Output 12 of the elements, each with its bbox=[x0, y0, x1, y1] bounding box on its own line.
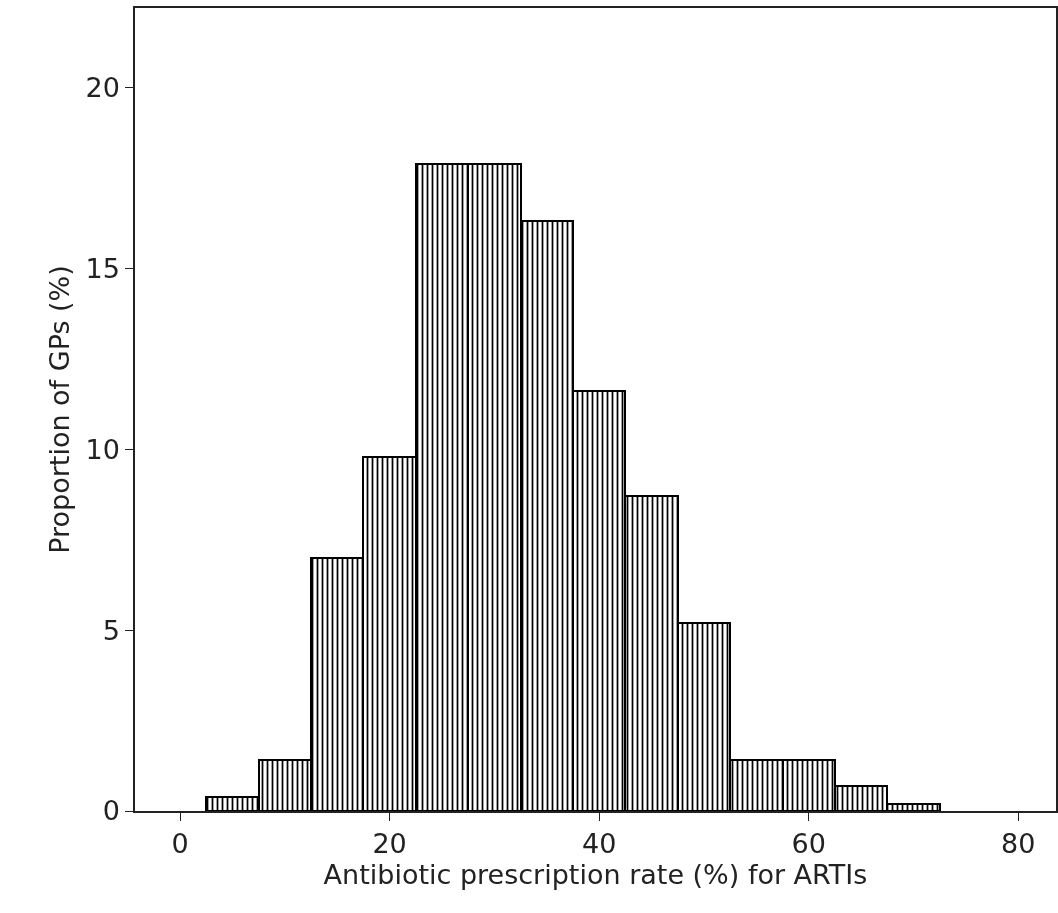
x-axis-title: Antibiotic prescription rate (%) for ARTIs bbox=[323, 859, 868, 891]
y-tick-label: 10 bbox=[85, 433, 120, 465]
y-tick-label: 15 bbox=[85, 252, 120, 284]
y-tick-label: 20 bbox=[85, 72, 120, 104]
x-tick-label: 60 bbox=[791, 828, 826, 860]
y-tick-label: 5 bbox=[102, 614, 120, 646]
x-tick-label: 80 bbox=[1001, 828, 1036, 860]
y-axis-title: Proportion of GPs (%) bbox=[44, 265, 76, 554]
x-tick-label: 40 bbox=[581, 828, 617, 860]
x-tick-label: 0 bbox=[171, 828, 189, 860]
x-tick-label: 20 bbox=[372, 828, 407, 860]
y-tick-label: 0 bbox=[102, 795, 120, 827]
